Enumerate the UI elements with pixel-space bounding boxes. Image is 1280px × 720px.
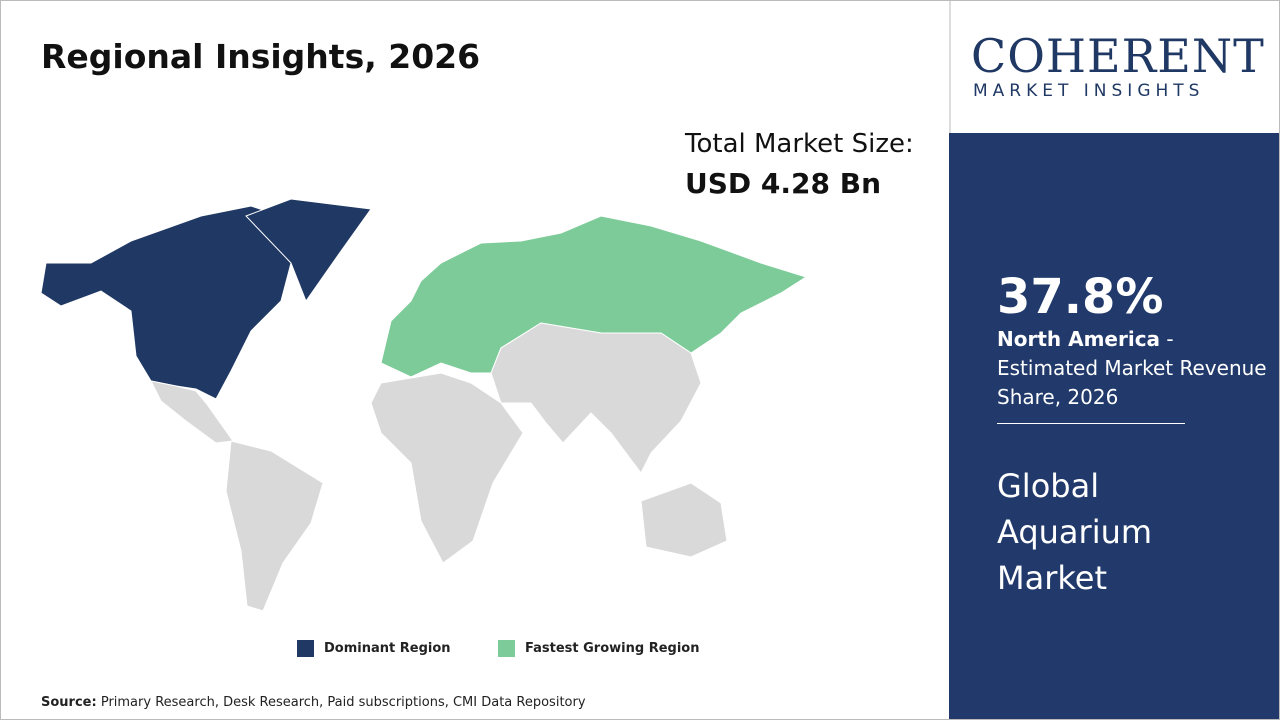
market-size-label: Total Market Size:: [685, 129, 914, 159]
region-name: North America: [997, 327, 1161, 351]
asia: [490, 322, 702, 474]
legend-swatch: [498, 640, 515, 657]
market-size-value: USD 4.28 Bn: [685, 167, 881, 200]
legend-label: Dominant Region: [324, 641, 451, 656]
north-america: [40, 205, 292, 400]
legend-item: Dominant Region: [297, 640, 451, 657]
south-america: [225, 440, 324, 612]
logo-tagline: MARKET INSIGHTS: [973, 81, 1205, 101]
legend-item: Fastest Growing Region: [498, 640, 699, 657]
source: Source: Primary Research, Desk Research,…: [41, 695, 586, 710]
title: Regional Insights, 2026: [41, 37, 481, 76]
source-text: Primary Research, Desk Research, Paid su…: [100, 695, 586, 710]
market-name: Global Aquarium Market: [997, 467, 1153, 597]
africa: [370, 372, 524, 564]
logo-area: [949, 1, 1279, 133]
divider: [997, 423, 1185, 424]
greenland: [245, 198, 372, 303]
world-map: [40, 198, 808, 612]
legend-swatch: [297, 640, 314, 657]
australia: [640, 482, 728, 558]
logo-name: COHERENT: [971, 29, 1265, 83]
source-label: Source:: [41, 695, 97, 710]
description: - Estimated Market Revenue Share, 2026: [997, 327, 1267, 409]
side-panel: [949, 133, 1279, 719]
legend-label: Fastest Growing Region: [525, 641, 700, 656]
share-value: 37.8%: [997, 269, 1164, 325]
share-description: North America - Estimated Market Revenue…: [997, 325, 1267, 412]
